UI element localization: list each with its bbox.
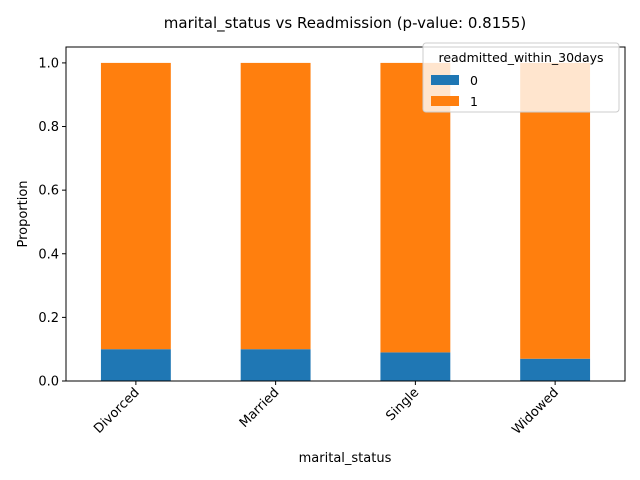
legend-label-series-1: 1	[470, 94, 478, 109]
x-tick-label-single: Single	[383, 385, 422, 424]
y-tick-label: 0.8	[38, 120, 59, 135]
bar-married-series-1	[240, 62, 311, 350]
bar-divorced-series-1	[100, 62, 171, 350]
bar-married-series-0	[240, 349, 311, 381]
x-tick-label-married: Married	[237, 385, 283, 431]
legend-swatch-series-0	[431, 75, 459, 85]
x-axis-label: marital_status	[299, 451, 392, 466]
legend-entries: 01	[431, 73, 478, 109]
x-tick-label-widowed: Widowed	[509, 385, 562, 438]
legend-swatch-series-1	[431, 96, 459, 106]
bar-single-series-0	[380, 352, 451, 381]
y-tick-label: 0.2	[38, 311, 59, 326]
chart-title: marital_status vs Readmission (p-value: …	[164, 14, 526, 33]
y-tick-label: 1.0	[38, 56, 59, 71]
bar-widowed-series-0	[520, 358, 591, 381]
y-axis: 0.0 0.2 0.4 0.6 0.8 1.0	[38, 56, 66, 390]
legend-label-series-0: 0	[470, 73, 478, 88]
plot-frame	[65, 46, 626, 382]
y-tick-label: 0.6	[38, 184, 59, 199]
y-tick-label: 0.4	[38, 247, 59, 262]
x-axis: Divorced Married Single Widowed	[91, 381, 562, 438]
bar-divorced-series-0	[100, 349, 171, 381]
legend: readmitted_within_30days 01	[422, 42, 620, 113]
legend-title: readmitted_within_30days	[438, 50, 603, 65]
y-axis-label: Proportion	[16, 180, 31, 247]
x-tick-label-divorced: Divorced	[91, 385, 142, 436]
legend-box	[422, 42, 620, 113]
y-tick-label: 0.0	[38, 375, 59, 390]
